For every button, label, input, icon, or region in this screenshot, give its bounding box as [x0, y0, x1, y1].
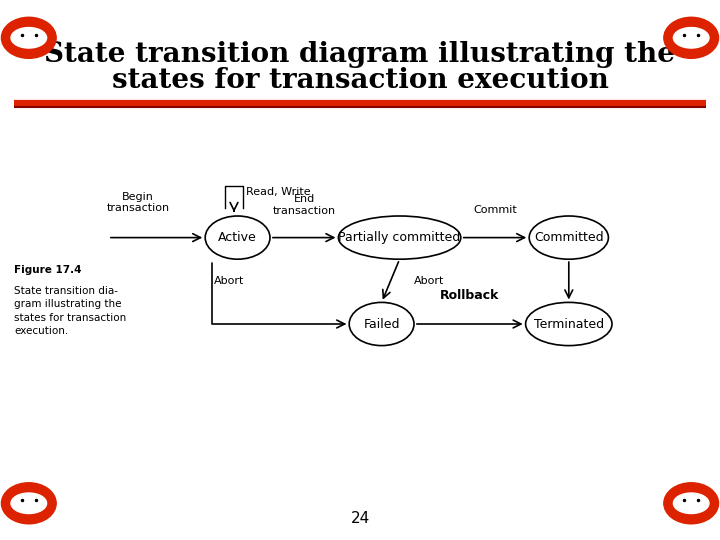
Text: State transition dia-
gram illustrating the
states for transaction
execution.: State transition dia- gram illustrating … — [14, 286, 127, 336]
Text: Failed: Failed — [364, 318, 400, 330]
Ellipse shape — [673, 493, 709, 514]
Text: Partially committed: Partially committed — [338, 231, 461, 244]
Text: states for transaction execution: states for transaction execution — [112, 68, 608, 94]
Ellipse shape — [11, 493, 47, 514]
Text: Abort: Abort — [214, 276, 244, 286]
Circle shape — [1, 17, 56, 58]
Ellipse shape — [338, 216, 461, 259]
Circle shape — [664, 483, 719, 524]
Ellipse shape — [526, 302, 612, 346]
Text: End
transaction: End transaction — [273, 194, 336, 216]
Text: Rollback: Rollback — [440, 289, 500, 302]
Circle shape — [1, 483, 56, 524]
Ellipse shape — [349, 302, 414, 346]
Ellipse shape — [529, 216, 608, 259]
Text: Figure 17.4: Figure 17.4 — [14, 265, 82, 275]
Circle shape — [664, 17, 719, 58]
Text: Terminated: Terminated — [534, 318, 604, 330]
Text: Active: Active — [218, 231, 257, 244]
Text: State transition diagram illustrating the: State transition diagram illustrating th… — [45, 40, 675, 68]
Text: Begin
transaction: Begin transaction — [107, 192, 170, 213]
Ellipse shape — [673, 28, 709, 48]
Text: Read, Write: Read, Write — [246, 187, 311, 197]
Text: 24: 24 — [351, 511, 369, 526]
Text: Abort: Abort — [414, 276, 444, 286]
Ellipse shape — [205, 216, 270, 259]
Text: Committed: Committed — [534, 231, 603, 244]
Ellipse shape — [11, 28, 47, 48]
Text: Commit: Commit — [473, 205, 517, 214]
